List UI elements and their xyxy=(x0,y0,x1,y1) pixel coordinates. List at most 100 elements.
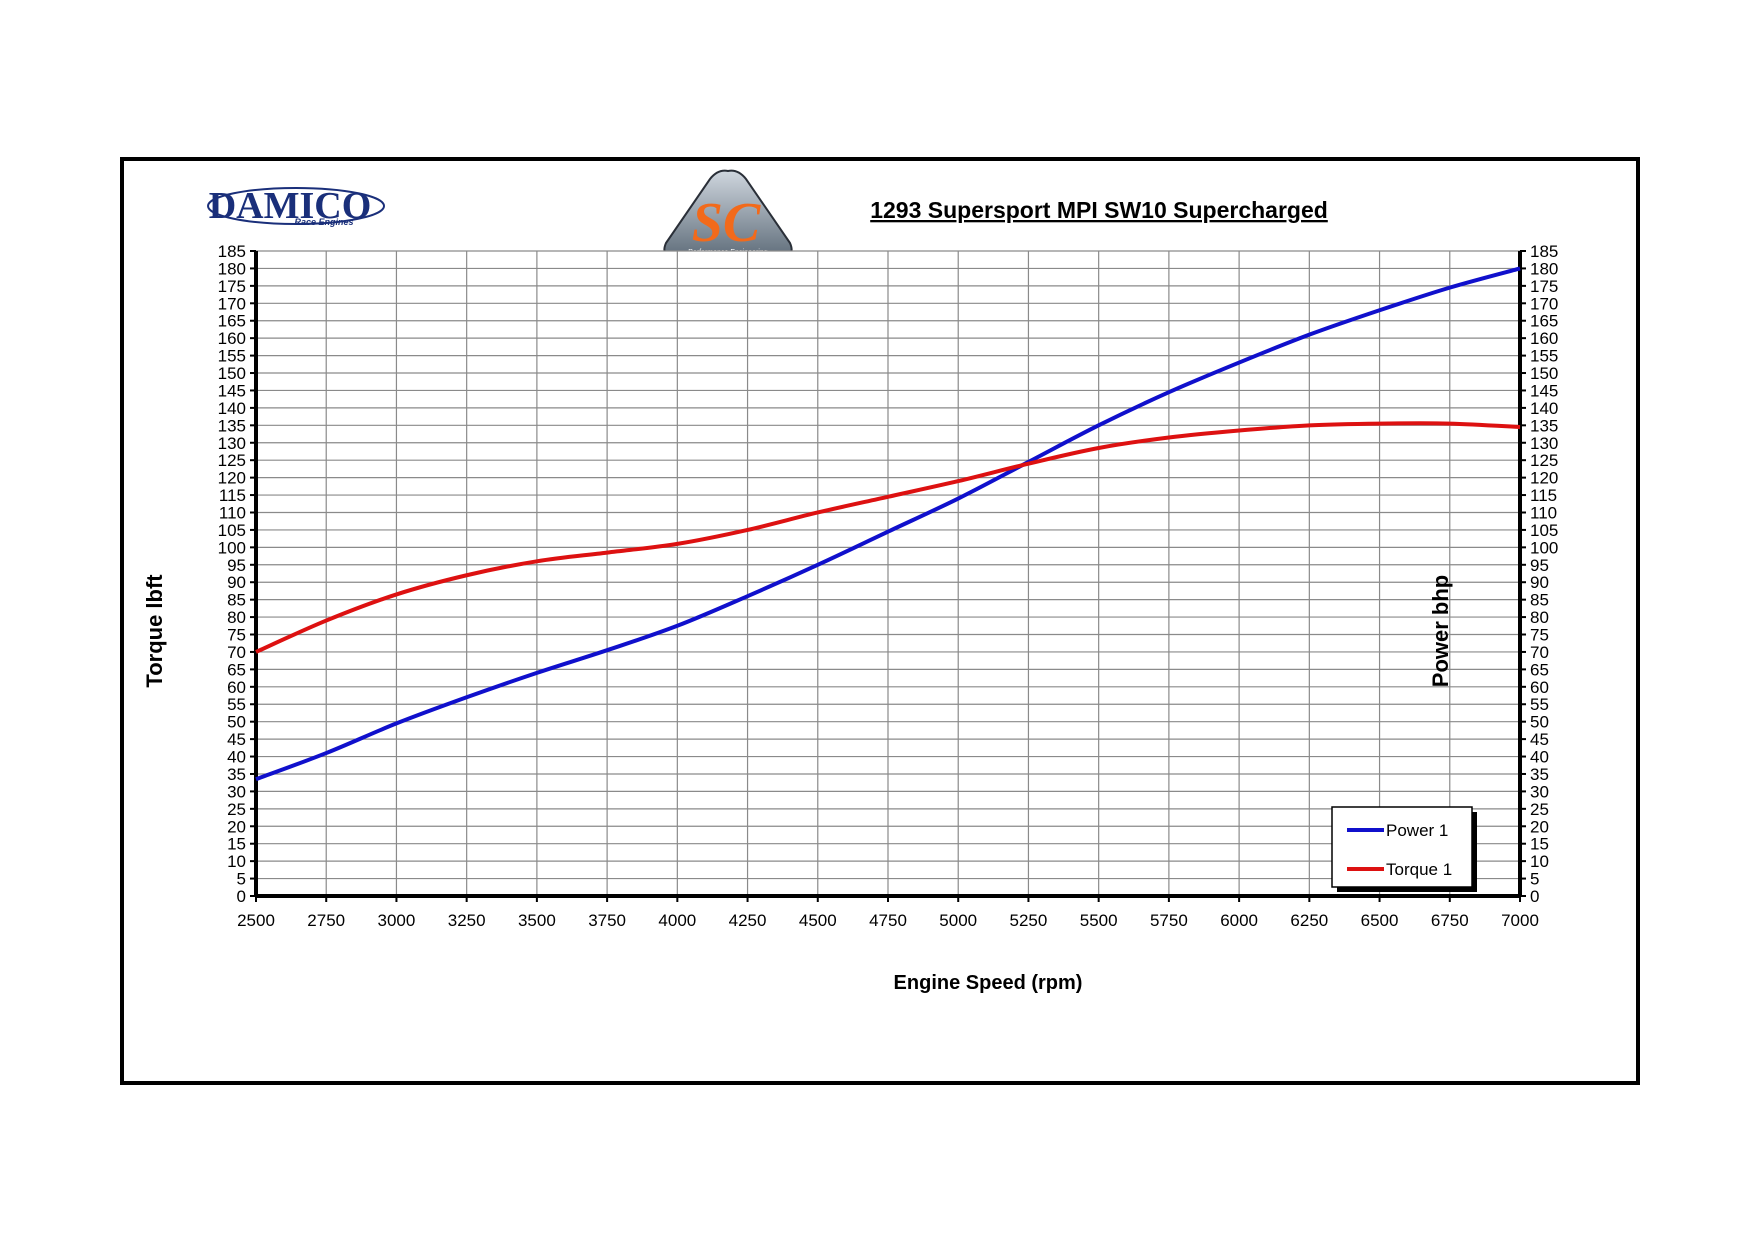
y-tick-label-left: 95 xyxy=(227,556,246,575)
y-tick-label-right: 120 xyxy=(1530,469,1558,488)
y-tick-label-left: 160 xyxy=(218,329,246,348)
y-tick-label-right: 140 xyxy=(1530,399,1558,418)
legend: Power 1 Torque 1 xyxy=(1331,806,1477,892)
damico-logo-text: DAMICO xyxy=(209,185,372,227)
y-tick-label-right: 85 xyxy=(1530,591,1549,610)
y-tick-label-right: 185 xyxy=(1530,242,1558,261)
y-tick-label-right: 20 xyxy=(1530,817,1549,836)
y-tick-label-left: 55 xyxy=(227,695,246,714)
y-tick-label-right: 145 xyxy=(1530,381,1558,400)
y-tick-label-right: 115 xyxy=(1530,486,1557,505)
y-tick-label-right: 75 xyxy=(1530,626,1549,645)
y-tick-label-left: 145 xyxy=(218,381,246,400)
y-tick-label-left: 80 xyxy=(227,608,246,627)
y-tick-label-right: 150 xyxy=(1530,364,1558,383)
y-tick-label-right: 155 xyxy=(1530,347,1558,366)
y-tick-label-right: 5 xyxy=(1530,870,1539,889)
y-tick-label-right: 180 xyxy=(1530,259,1558,278)
x-tick-label: 2500 xyxy=(237,911,275,930)
x-tick-label: 6000 xyxy=(1220,911,1258,930)
y-axis-left-label: Torque lbft xyxy=(142,574,167,688)
y-tick-label-right: 55 xyxy=(1530,695,1549,714)
y-tick-label-left: 185 xyxy=(218,242,246,261)
y-tick-label-right: 50 xyxy=(1530,713,1549,732)
y-tick-label-right: 25 xyxy=(1530,800,1549,819)
chart-svg: DAMICO Race Engines SC Performance Engin… xyxy=(142,169,1559,994)
y-tick-label-right: 40 xyxy=(1530,748,1549,767)
x-tick-label: 5250 xyxy=(1010,911,1048,930)
y-tick-label-right: 45 xyxy=(1530,730,1549,749)
legend-box xyxy=(1331,806,1473,888)
y-tick-label-right: 175 xyxy=(1530,277,1558,296)
x-tick-label: 5750 xyxy=(1150,911,1188,930)
y-tick-label-right: 130 xyxy=(1530,434,1558,453)
legend-label-torque: Torque 1 xyxy=(1386,860,1452,879)
x-axis-label: Engine Speed (rpm) xyxy=(894,972,1083,994)
y-tick-label-right: 135 xyxy=(1530,416,1558,435)
x-tick-label: 3250 xyxy=(448,911,486,930)
chart-title: 1293 Supersport MPI SW10 Supercharged xyxy=(870,197,1328,223)
series-line-power-1 xyxy=(255,266,1521,782)
y-tick-label-right: 70 xyxy=(1530,643,1549,662)
x-tick-label: 6750 xyxy=(1431,911,1469,930)
x-tick-label: 7000 xyxy=(1501,911,1539,930)
y-tick-label-right: 170 xyxy=(1530,294,1558,313)
axis-layer xyxy=(250,250,1526,902)
y-tick-label-left: 35 xyxy=(227,765,246,784)
x-tick-label: 3750 xyxy=(588,911,626,930)
grid-layer xyxy=(255,250,1521,897)
y-tick-label-left: 175 xyxy=(218,277,246,296)
y-tick-label-left: 15 xyxy=(227,835,246,854)
x-tick-label: 3000 xyxy=(378,911,416,930)
y-tick-label-left: 45 xyxy=(227,730,246,749)
y-tick-label-right: 60 xyxy=(1530,678,1549,697)
y-tick-label-left: 75 xyxy=(227,626,246,645)
y-tick-label-left: 65 xyxy=(227,660,246,679)
x-tick-label: 5000 xyxy=(939,911,977,930)
y-tick-label-right: 100 xyxy=(1530,538,1558,557)
y-tick-label-right: 65 xyxy=(1530,660,1549,679)
y-tick-label-right: 110 xyxy=(1530,503,1557,522)
y-tick-label-right: 90 xyxy=(1530,573,1549,592)
y-tick-label-right: 35 xyxy=(1530,765,1549,784)
y-tick-label-left: 100 xyxy=(218,538,246,557)
x-tick-label: 2750 xyxy=(307,911,345,930)
y-tick-label-left: 30 xyxy=(227,782,246,801)
y-tick-label-left: 120 xyxy=(218,469,246,488)
x-tick-label: 3500 xyxy=(518,911,556,930)
y-tick-label-left: 50 xyxy=(227,713,246,732)
x-tick-label: 6500 xyxy=(1361,911,1399,930)
y-tick-label-left: 165 xyxy=(218,312,246,331)
y-tick-label-right: 10 xyxy=(1530,852,1549,871)
x-tick-label: 4250 xyxy=(729,911,767,930)
x-tick-label: 4750 xyxy=(869,911,907,930)
y-tick-label-left: 150 xyxy=(218,364,246,383)
x-tick-label: 4000 xyxy=(658,911,696,930)
damico-logo-sub: Race Engines xyxy=(294,217,353,227)
x-tick-label: 6250 xyxy=(1290,911,1328,930)
y-tick-label-left: 0 xyxy=(237,887,246,906)
series-layer xyxy=(255,266,1521,782)
y-tick-label-left: 10 xyxy=(227,852,246,871)
y-tick-label-left: 115 xyxy=(219,486,246,505)
y-tick-label-left: 70 xyxy=(227,643,246,662)
y-tick-label-left: 85 xyxy=(227,591,246,610)
y-tick-label-right: 95 xyxy=(1530,556,1549,575)
y-tick-label-left: 130 xyxy=(218,434,246,453)
y-tick-label-left: 180 xyxy=(218,259,246,278)
x-tick-label: 4500 xyxy=(799,911,837,930)
y-tick-label-left: 25 xyxy=(227,800,246,819)
damico-logo-ring xyxy=(207,187,385,225)
damico-logo: DAMICO Race Engines xyxy=(207,185,385,227)
y-tick-label-right: 15 xyxy=(1530,835,1549,854)
y-tick-label-right: 0 xyxy=(1530,887,1539,906)
y-tick-label-right: 160 xyxy=(1530,329,1558,348)
sc-logo: SC Performance Engineering xyxy=(663,169,793,259)
y-tick-label-left: 110 xyxy=(219,503,246,522)
y-tick-label-left: 135 xyxy=(218,416,246,435)
sc-logo-letters: SC xyxy=(692,192,761,254)
y-tick-label-left: 170 xyxy=(218,294,246,313)
series-line-torque-1 xyxy=(255,421,1521,654)
y-tick-label-left: 90 xyxy=(227,573,246,592)
